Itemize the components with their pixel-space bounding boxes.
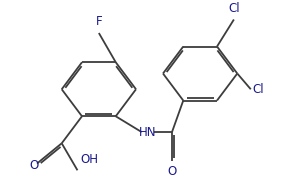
Text: Cl: Cl [252,83,263,96]
Text: HN: HN [138,125,156,139]
Text: Cl: Cl [228,2,240,15]
Text: OH: OH [81,153,99,166]
Text: O: O [29,159,38,172]
Text: O: O [167,165,177,178]
Text: F: F [96,15,102,29]
